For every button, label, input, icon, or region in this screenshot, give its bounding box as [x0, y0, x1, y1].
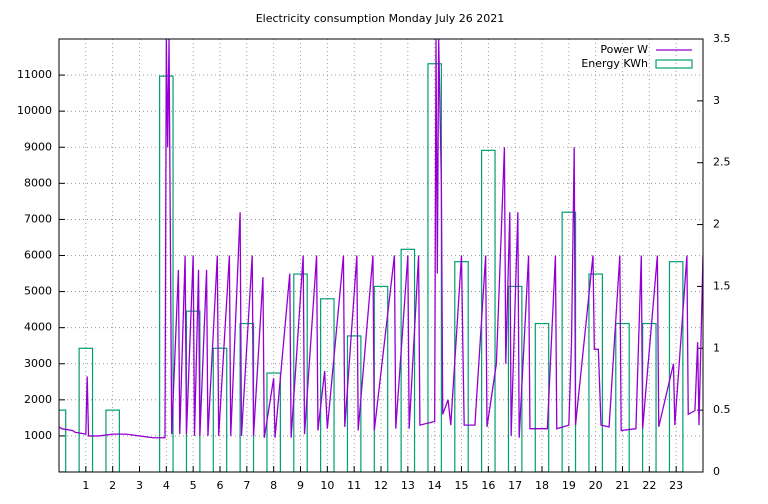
x-tick-label: 21 [616, 479, 630, 492]
y-tick-label: 6000 [24, 249, 52, 262]
x-tick-label: 4 [163, 479, 170, 492]
x-tick-label: 16 [481, 479, 495, 492]
x-tick-label: 17 [508, 479, 522, 492]
legend-swatch [655, 59, 693, 69]
x-tick-label: 13 [401, 479, 415, 492]
x-tick-label: 9 [297, 479, 304, 492]
y-tick-label: 9000 [24, 140, 52, 153]
x-tick-label: 15 [455, 479, 469, 492]
x-tick-label: 19 [562, 479, 576, 492]
y-tick-label: 8000 [24, 176, 52, 189]
y-tick-label: 10000 [17, 104, 52, 117]
y-tick-label: 7000 [24, 212, 52, 225]
y2-tick-label: 1 [713, 341, 720, 354]
x-tick-label: 11 [347, 479, 361, 492]
y-tick-label: 3000 [24, 357, 52, 370]
x-tick-label: 18 [535, 479, 549, 492]
y2-tick-label: 3 [713, 94, 720, 107]
power-line [59, 39, 703, 439]
chart-title: Electricity consumption Monday July 26 2… [256, 12, 505, 25]
x-tick-label: 8 [270, 479, 277, 492]
y-tick-label: 1000 [24, 429, 52, 442]
y2-tick-label: 1.5 [713, 279, 731, 292]
x-tick-label: 20 [589, 479, 603, 492]
legend-label: Energy KWh [581, 57, 648, 70]
x-tick-label: 5 [190, 479, 197, 492]
y-tick-label: 11000 [17, 68, 52, 81]
x-tick-label: 23 [669, 479, 683, 492]
y2-tick-label: 2.5 [713, 156, 731, 169]
x-tick-label: 6 [217, 479, 224, 492]
x-tick-label: 10 [320, 479, 334, 492]
y2-tick-label: 3.5 [713, 32, 731, 45]
x-tick-label: 12 [374, 479, 388, 492]
y2-tick-label: 0.5 [713, 403, 731, 416]
y-tick-label: 5000 [24, 285, 52, 298]
y-tick-label: 4000 [24, 321, 52, 334]
x-tick-label: 2 [109, 479, 116, 492]
y-tick-label: 2000 [24, 393, 52, 406]
x-tick-label: 3 [136, 479, 143, 492]
plot-frame [58, 38, 704, 473]
x-tick-label: 22 [642, 479, 656, 492]
x-tick-label: 1 [82, 479, 89, 492]
y2-tick-label: 0 [713, 465, 720, 478]
x-tick-label: 7 [243, 479, 250, 492]
y2-tick-label: 2 [713, 218, 720, 231]
legend-label: Power W [600, 43, 648, 56]
x-tick-label: 14 [428, 479, 442, 492]
